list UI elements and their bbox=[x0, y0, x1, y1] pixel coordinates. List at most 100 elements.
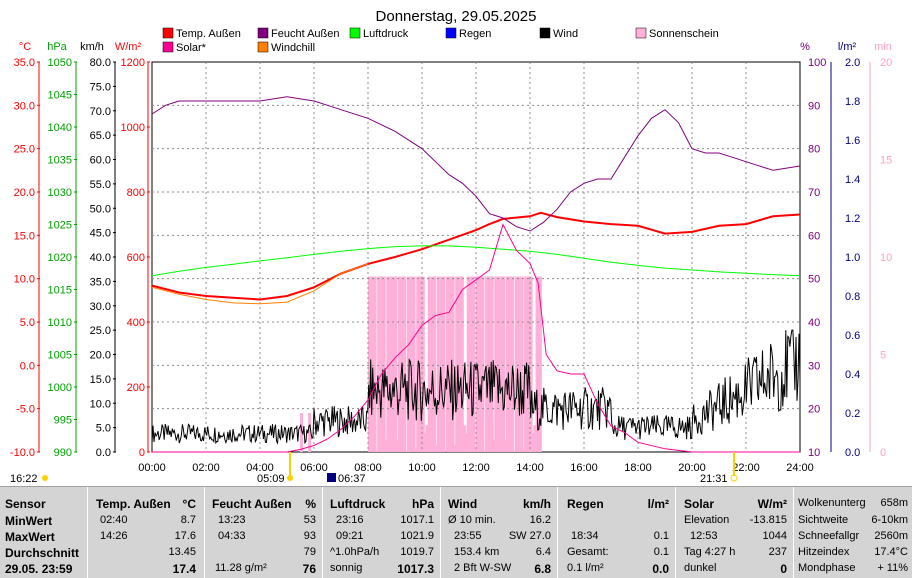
hum-tick-label: 60 bbox=[808, 230, 820, 242]
press-tick-label: 1035 bbox=[48, 155, 72, 167]
hum-tick-label: 70 bbox=[808, 187, 820, 199]
hum-tick-label: 50 bbox=[808, 274, 820, 286]
snowline-val: 2560m bbox=[874, 530, 908, 542]
sunshine-bar bbox=[373, 277, 377, 453]
summary-table: Sensor MinWert MaxWert Durchschnitt 29.0… bbox=[0, 486, 912, 578]
press-tick-label: 995 bbox=[54, 415, 72, 427]
solar-max-time: 12:53 bbox=[690, 530, 718, 542]
solar-tick-label: 1000 bbox=[121, 122, 145, 134]
maxwert-label: MaxWert bbox=[5, 530, 55, 544]
wind-axis-unit: km/h bbox=[80, 41, 104, 53]
sunshine-bar bbox=[519, 277, 523, 453]
extra-column: Wolkenunterg 658m Sichtweite 6-10km Schn… bbox=[794, 487, 912, 578]
solar-day-length: Tag 4:27 h bbox=[684, 546, 735, 558]
pressure-column: Luftdruck hPa 23:16 1017.1 09:21 1021.9 … bbox=[323, 487, 441, 578]
wind-tick-label: 70.0 bbox=[90, 106, 111, 118]
moon-phase-val: + 11% bbox=[877, 562, 908, 574]
press-tick-label: 1000 bbox=[48, 382, 72, 394]
x-tick-label: 22:00 bbox=[732, 462, 760, 474]
press-tick-label: 1015 bbox=[48, 285, 72, 297]
legend-label: Regen bbox=[459, 28, 491, 40]
rain-column: Regen l/m² 18:34 0.1 Gesamt: 0.1 0.1 l/m… bbox=[558, 487, 676, 578]
x-tick-label: 10:00 bbox=[408, 462, 436, 474]
x-tick-label: 18:00 bbox=[624, 462, 652, 474]
heat-index-val: 17.4°C bbox=[874, 546, 908, 558]
moon-label: 06:37 bbox=[338, 473, 366, 484]
sunshine-bar bbox=[510, 277, 514, 453]
temp-tick-label: 25.0 bbox=[14, 144, 35, 156]
temp-min-val: 8.7 bbox=[181, 514, 196, 526]
rain-max-val: 0.1 bbox=[654, 530, 669, 542]
legend-swatch bbox=[446, 28, 456, 38]
hum-unit: % bbox=[305, 497, 316, 511]
press-tick-label: 1045 bbox=[48, 90, 72, 102]
press-current: 1017.3 bbox=[397, 562, 434, 576]
hum-max-time: 04:33 bbox=[218, 530, 246, 542]
wind-max-time: 23:55 bbox=[454, 530, 482, 542]
solar-tick-label: 400 bbox=[127, 317, 145, 329]
solar-axis-unit: W/m² bbox=[115, 41, 142, 53]
solar-unit: W/m² bbox=[758, 497, 787, 511]
rain-axis-unit: l/m² bbox=[838, 41, 857, 53]
press-tick-label: 1050 bbox=[48, 57, 72, 69]
rain-tick-label: 2.0 bbox=[845, 57, 860, 69]
wind-max-val: SW 27.0 bbox=[509, 530, 551, 542]
legend-label: Wind bbox=[553, 28, 578, 40]
humidity-column: Feucht Außen % 13:23 53 04:33 93 79 11.2… bbox=[205, 487, 323, 578]
hum-tick-label: 30 bbox=[808, 360, 820, 372]
solar-header: Solar bbox=[684, 497, 714, 511]
temp-tick-label: 15.0 bbox=[14, 230, 35, 242]
legend-label: Feucht Außen bbox=[271, 28, 340, 40]
solar-day-val: 237 bbox=[769, 546, 787, 558]
temp-column: Temp. Außen °C 02:40 8.7 14:26 17.6 13.4… bbox=[88, 487, 205, 578]
moon-phase-label: Mondphase bbox=[798, 562, 856, 574]
solar-elevation-label: Elevation bbox=[684, 514, 729, 526]
wind-current: 6.8 bbox=[534, 562, 551, 576]
x-tick-label: 12:00 bbox=[462, 462, 490, 474]
timestamp-label: 29.05. 23:59 bbox=[5, 562, 72, 576]
press-min-val: 1017.1 bbox=[400, 514, 434, 526]
x-tick-label: 02:00 bbox=[192, 462, 220, 474]
legend-swatch bbox=[540, 28, 550, 38]
wind-tick-label: 10.0 bbox=[90, 398, 111, 410]
solar-state: dunkel bbox=[684, 562, 716, 574]
rain-max-time: 18:34 bbox=[571, 530, 599, 542]
temp-tick-label: -5.0 bbox=[16, 404, 35, 416]
hum-axis-unit: % bbox=[800, 41, 810, 53]
cloud-base-val: 658m bbox=[880, 497, 908, 509]
hum-max-val: 93 bbox=[304, 530, 316, 542]
hum-tick-label: 10 bbox=[808, 447, 820, 459]
wind-header: Wind bbox=[448, 497, 477, 511]
wind-tick-label: 5.0 bbox=[96, 423, 111, 435]
wind-tick-label: 30.0 bbox=[90, 301, 111, 313]
temp-tick-label: 5.0 bbox=[20, 317, 35, 329]
wind-avg-val: 16.2 bbox=[530, 514, 551, 526]
temp-tick-label: 30.0 bbox=[14, 100, 35, 112]
legend-label: Sonnenschein bbox=[649, 28, 719, 40]
heat-index-label: Hitzeindex bbox=[798, 546, 849, 558]
wind-tick-label: 20.0 bbox=[90, 350, 111, 362]
press-tick-label: 1010 bbox=[48, 317, 72, 329]
temp-tick-label: 35.0 bbox=[14, 57, 35, 69]
press-forecast: sonnig bbox=[330, 562, 362, 574]
x-tick-label: 14:00 bbox=[516, 462, 544, 474]
sun-tick-label: 5 bbox=[880, 350, 886, 362]
hum-tick-label: 100 bbox=[808, 57, 826, 69]
hum-avg: 79 bbox=[304, 546, 316, 558]
sunshine-bar bbox=[441, 277, 445, 453]
chart-title: Donnerstag, 29.05.2025 bbox=[376, 8, 537, 25]
solar-tick-label: 1200 bbox=[121, 57, 145, 69]
wind-tick-label: 80.0 bbox=[90, 57, 111, 69]
press-max-time: 09:21 bbox=[336, 530, 364, 542]
rain-current: 0.0 bbox=[652, 562, 669, 576]
legend-swatch bbox=[350, 28, 360, 38]
wind-run-val: 6.4 bbox=[536, 546, 551, 558]
press-header: Luftdruck bbox=[330, 497, 385, 511]
solar-tick-label: 200 bbox=[127, 382, 145, 394]
snowline-label: Schneefallgr bbox=[798, 530, 859, 542]
wind-unit: km/h bbox=[523, 497, 551, 511]
rain-total-val: 0.1 bbox=[654, 546, 669, 558]
wind-tick-label: 60.0 bbox=[90, 155, 111, 167]
durchschnitt-label: Durchschnitt bbox=[5, 546, 79, 560]
